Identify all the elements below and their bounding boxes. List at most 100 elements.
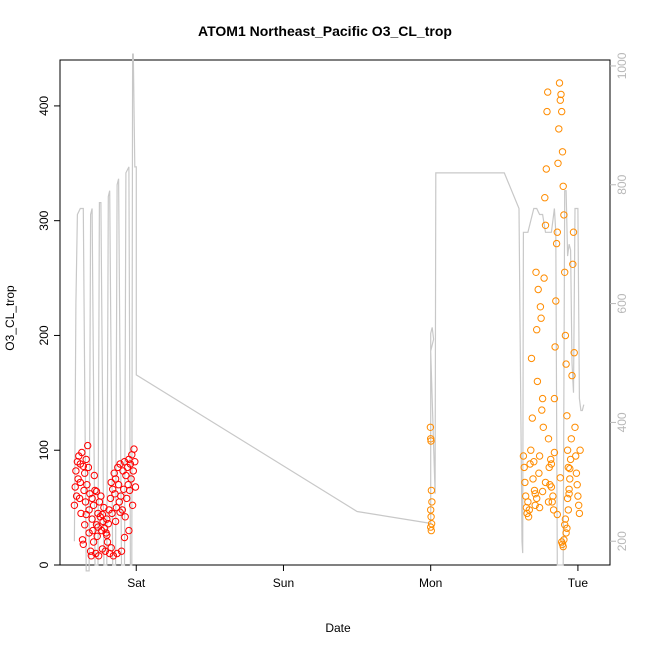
data-point [568, 371, 576, 380]
data-point [527, 446, 535, 454]
data-point [526, 460, 534, 468]
x-tick-label: Sat [127, 576, 146, 590]
y-tick-label: 200 [37, 325, 51, 345]
data-point [88, 515, 96, 523]
data-point [544, 88, 552, 96]
data-point [94, 523, 102, 531]
data-point [547, 483, 556, 491]
data-point [550, 448, 559, 457]
data-point [532, 268, 540, 276]
data-point [427, 437, 435, 445]
data-point [561, 331, 570, 340]
data-point [547, 460, 556, 468]
data-point [76, 478, 85, 487]
y-tick-label: 300 [37, 210, 51, 230]
plot-frame [59, 59, 611, 566]
data-point [108, 509, 116, 518]
data-point [109, 552, 118, 560]
data-point [524, 498, 532, 506]
data-point [572, 452, 580, 460]
data-point [552, 297, 560, 305]
data-point [552, 239, 561, 248]
data-point [544, 498, 553, 506]
data-point [78, 536, 87, 544]
data-point [101, 547, 110, 555]
y-tick-label: 100 [37, 440, 51, 460]
data-point [106, 494, 115, 503]
data-point [525, 506, 533, 514]
altitude-line [73, 53, 585, 572]
data-point [544, 435, 553, 443]
data-point [561, 268, 569, 276]
data-point [129, 467, 138, 475]
data-point [127, 475, 135, 483]
data-point [82, 510, 90, 519]
data-point [548, 498, 556, 506]
data-point [519, 452, 528, 460]
data-point [533, 326, 541, 334]
secondary-y-axis: 200 400 600 800 1000 [610, 52, 629, 551]
data-point [555, 79, 564, 87]
data-point [84, 441, 92, 450]
data-point [70, 501, 79, 509]
x-tick-label: Mon [419, 576, 442, 590]
data-point [85, 529, 93, 537]
data-point [81, 521, 89, 529]
data-point [541, 221, 550, 230]
data-point [533, 377, 542, 386]
data-point [563, 412, 571, 420]
data-point [535, 452, 544, 460]
x-axis: Sat Sun Mon Tue [127, 565, 588, 590]
y2-tick-label: 600 [615, 293, 629, 313]
data-point [571, 423, 579, 431]
y2-tick-label: 200 [615, 531, 629, 551]
data-point [97, 492, 105, 500]
data-point [565, 490, 573, 498]
data-point [116, 460, 124, 468]
data-point [566, 455, 575, 464]
data-point [89, 538, 98, 546]
data-point [557, 90, 565, 99]
data-point [535, 469, 543, 477]
data-point [81, 498, 90, 506]
chart-title: ATOM1 Northeast_Pacific O3_CL_trop [198, 23, 452, 39]
data-point [91, 486, 99, 495]
data-point [427, 520, 436, 528]
data-point [572, 469, 581, 477]
data-point [567, 435, 575, 443]
data-point [114, 481, 123, 489]
x-tick-label: Sun [273, 576, 294, 590]
data-point [130, 445, 138, 453]
data-point [575, 509, 584, 518]
data-point [555, 125, 563, 133]
data-point [80, 486, 88, 495]
data-point [542, 165, 550, 173]
data-point [558, 148, 567, 156]
data-point [79, 462, 88, 470]
data-point [98, 510, 107, 519]
data-point [570, 349, 578, 357]
data-point [574, 492, 582, 500]
data-point [93, 532, 101, 540]
data-point [88, 494, 96, 503]
data-point [530, 458, 538, 466]
data-point [79, 540, 88, 548]
data-point [95, 552, 103, 560]
data-point [131, 458, 139, 466]
data-point [556, 474, 564, 482]
data-point [541, 478, 550, 487]
x-tick-label: Tue [568, 576, 589, 590]
data-point [77, 509, 85, 518]
data-point [128, 501, 137, 509]
data-point [86, 490, 94, 498]
data-point [561, 515, 570, 523]
data-point [84, 463, 93, 472]
data-point [87, 552, 96, 560]
data-point [528, 414, 536, 422]
data-point [104, 520, 113, 528]
data-point [538, 406, 546, 414]
data-point [549, 506, 558, 514]
data-point [530, 486, 539, 495]
data-point [426, 423, 435, 431]
y-axis-label: O3_CL_trop [3, 285, 17, 351]
